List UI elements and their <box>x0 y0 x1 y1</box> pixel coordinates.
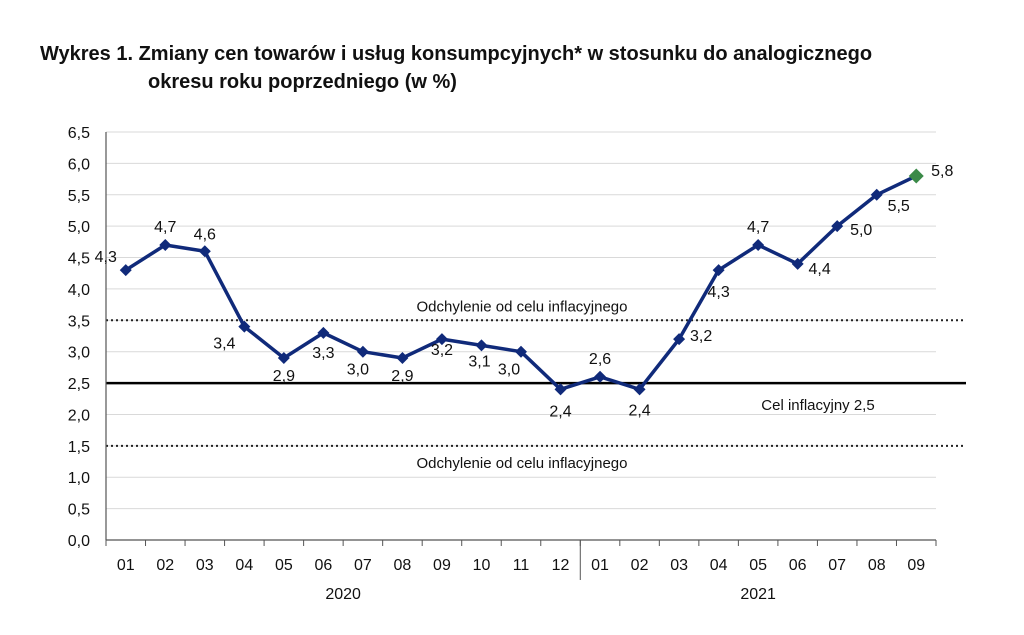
data-label: 3,4 <box>213 336 235 353</box>
x-tick-label: 08 <box>394 557 412 574</box>
y-tick-label: 2,0 <box>68 407 90 424</box>
data-point <box>870 188 883 201</box>
data-label: 4,7 <box>747 219 769 236</box>
year-label: 2020 <box>325 586 361 603</box>
x-tick-label: 02 <box>156 557 174 574</box>
x-tick-label: 05 <box>749 557 767 574</box>
data-point <box>831 220 844 233</box>
data-label: 2,9 <box>273 368 295 385</box>
y-tick-label: 3,5 <box>68 313 90 330</box>
data-label: 2,9 <box>391 368 413 385</box>
data-point <box>594 370 607 383</box>
data-label: 4,7 <box>154 219 176 236</box>
data-point <box>554 383 567 396</box>
data-label: 4,6 <box>194 226 216 243</box>
data-point <box>435 333 448 346</box>
data-point <box>791 257 804 270</box>
data-label: 2,4 <box>628 402 650 419</box>
data-point <box>515 345 527 358</box>
data-label: 4,3 <box>95 249 117 266</box>
data-point <box>633 383 646 396</box>
y-tick-label: 4,0 <box>68 282 90 299</box>
data-label: 3,0 <box>498 362 520 379</box>
data-point <box>673 333 686 346</box>
chart-title-line-1: Wykres 1. Zmiany cen towarów i usług kon… <box>40 43 873 65</box>
x-tick-label: 03 <box>196 557 214 574</box>
x-tick-label: 01 <box>117 557 135 574</box>
x-tick-label: 02 <box>631 557 649 574</box>
data-point <box>396 351 409 364</box>
data-point <box>238 320 251 333</box>
data-point <box>356 345 369 358</box>
x-tick-label: 10 <box>473 557 491 574</box>
y-tick-label: 6,0 <box>68 156 90 173</box>
data-label: 3,0 <box>347 362 369 379</box>
y-tick-label: 1,0 <box>68 470 90 487</box>
x-tick-label: 04 <box>710 557 728 574</box>
x-tick-label: 05 <box>275 557 293 574</box>
y-tick-label: 0,5 <box>68 502 90 519</box>
data-label: 4,4 <box>809 261 831 278</box>
x-tick-label: 07 <box>828 557 846 574</box>
y-tick-label: 6,5 <box>68 125 90 142</box>
data-point <box>752 238 765 251</box>
reference-line-label: Cel inflacyjny 2,5 <box>761 397 874 414</box>
y-tick-label: 5,5 <box>68 188 90 205</box>
y-tick-label: 2,5 <box>68 376 90 393</box>
data-point <box>712 264 725 277</box>
chart-title-line-2: okresu roku poprzedniego (w %) <box>148 71 457 93</box>
y-tick-label: 5,0 <box>68 219 90 236</box>
data-label: 5,8 <box>931 163 953 180</box>
reference-line-label: Odchylenie od celu inflacyjnego <box>417 455 628 472</box>
x-tick-label: 09 <box>907 557 925 574</box>
data-label: 2,6 <box>589 351 611 368</box>
x-tick-label: 07 <box>354 557 372 574</box>
data-label: 3,1 <box>468 353 490 370</box>
x-tick-label: 11 <box>513 557 530 574</box>
x-tick-label: 08 <box>868 557 886 574</box>
x-tick-label: 01 <box>591 557 609 574</box>
data-label: 3,2 <box>431 342 453 359</box>
data-label: 5,0 <box>850 222 872 239</box>
year-label: 2021 <box>740 586 776 603</box>
data-point <box>317 326 330 339</box>
data-point <box>119 264 132 277</box>
x-tick-label: 03 <box>670 557 688 574</box>
data-label: 4,3 <box>707 284 729 301</box>
x-tick-label: 06 <box>789 557 807 574</box>
data-label: 5,5 <box>888 198 910 215</box>
reference-line-label: Odchylenie od celu inflacyjnego <box>417 298 628 315</box>
data-label: 2,4 <box>549 403 571 420</box>
data-point <box>475 339 488 352</box>
y-tick-label: 0,0 <box>68 533 90 550</box>
data-point <box>198 245 211 258</box>
x-tick-label: 12 <box>552 557 570 574</box>
x-tick-label: 04 <box>235 557 253 574</box>
data-point <box>159 238 172 251</box>
y-tick-label: 1,5 <box>68 439 90 456</box>
x-tick-label: 06 <box>314 557 332 574</box>
y-tick-label: 4,5 <box>68 251 90 268</box>
data-label: 3,2 <box>690 328 712 345</box>
data-point <box>277 351 290 364</box>
data-point <box>908 168 924 184</box>
y-tick-label: 3,0 <box>68 345 90 362</box>
chart-title: Wykres 1. Zmiany cen towarów i usług kon… <box>40 40 872 96</box>
data-label: 3,3 <box>312 345 334 362</box>
x-tick-label: 09 <box>433 557 451 574</box>
